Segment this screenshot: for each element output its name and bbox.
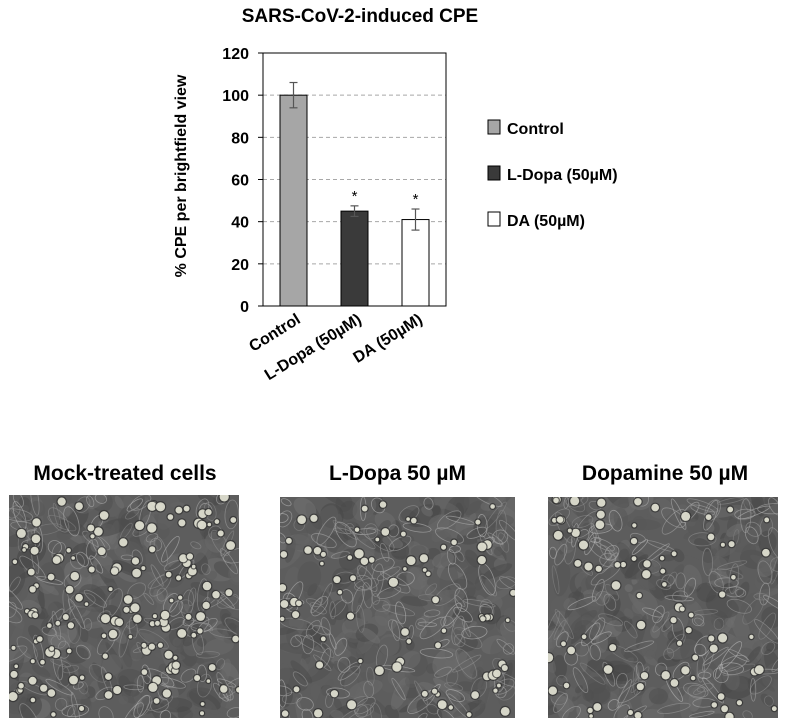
legend-label: DA (50µM)	[507, 213, 585, 230]
chart-title: SARS-CoV-2-induced CPE	[242, 6, 478, 27]
legend: Control L-Dopa (50µM) DA (50µM)	[487, 119, 618, 230]
y-tick-label: 60	[231, 173, 249, 190]
bar	[340, 210, 369, 307]
legend-swatch	[487, 165, 501, 181]
y-tick-label: 100	[222, 88, 249, 105]
significance-marker: *	[413, 191, 419, 208]
y-tick-label: 40	[231, 215, 249, 232]
panel-title-mock: Mock-treated cells	[33, 462, 217, 485]
micrograph-mock	[9, 495, 239, 718]
bar-chart: SARS-CoV-2-induced CPE % CPE per brightf…	[173, 6, 618, 384]
significance-marker: *	[352, 188, 358, 205]
y-axis-label: % CPE per brightfield view	[173, 74, 190, 277]
y-tick-label: 0	[240, 299, 249, 316]
micrograph-ldopa	[280, 497, 515, 718]
y-tick-label: 80	[231, 130, 249, 147]
x-tick-label: DA (50µM)	[350, 311, 425, 367]
legend-label: L-Dopa (50µM)	[507, 167, 618, 184]
micrograph-texture	[280, 497, 515, 718]
y-tick-label: 20	[231, 257, 249, 274]
legend-swatch	[487, 119, 501, 135]
legend-label: Control	[507, 121, 564, 138]
bar	[279, 94, 308, 307]
micrograph-texture	[9, 495, 239, 718]
legend-swatch	[487, 211, 501, 227]
y-tick-label: 120	[222, 46, 249, 63]
bar	[401, 219, 430, 307]
panel-title-dopamine: Dopamine 50 µM	[581, 462, 749, 485]
micrograph-dopamine	[548, 497, 778, 718]
micrograph-texture	[548, 497, 778, 718]
panel-title-ldopa: L-Dopa 50 µM	[329, 462, 466, 485]
